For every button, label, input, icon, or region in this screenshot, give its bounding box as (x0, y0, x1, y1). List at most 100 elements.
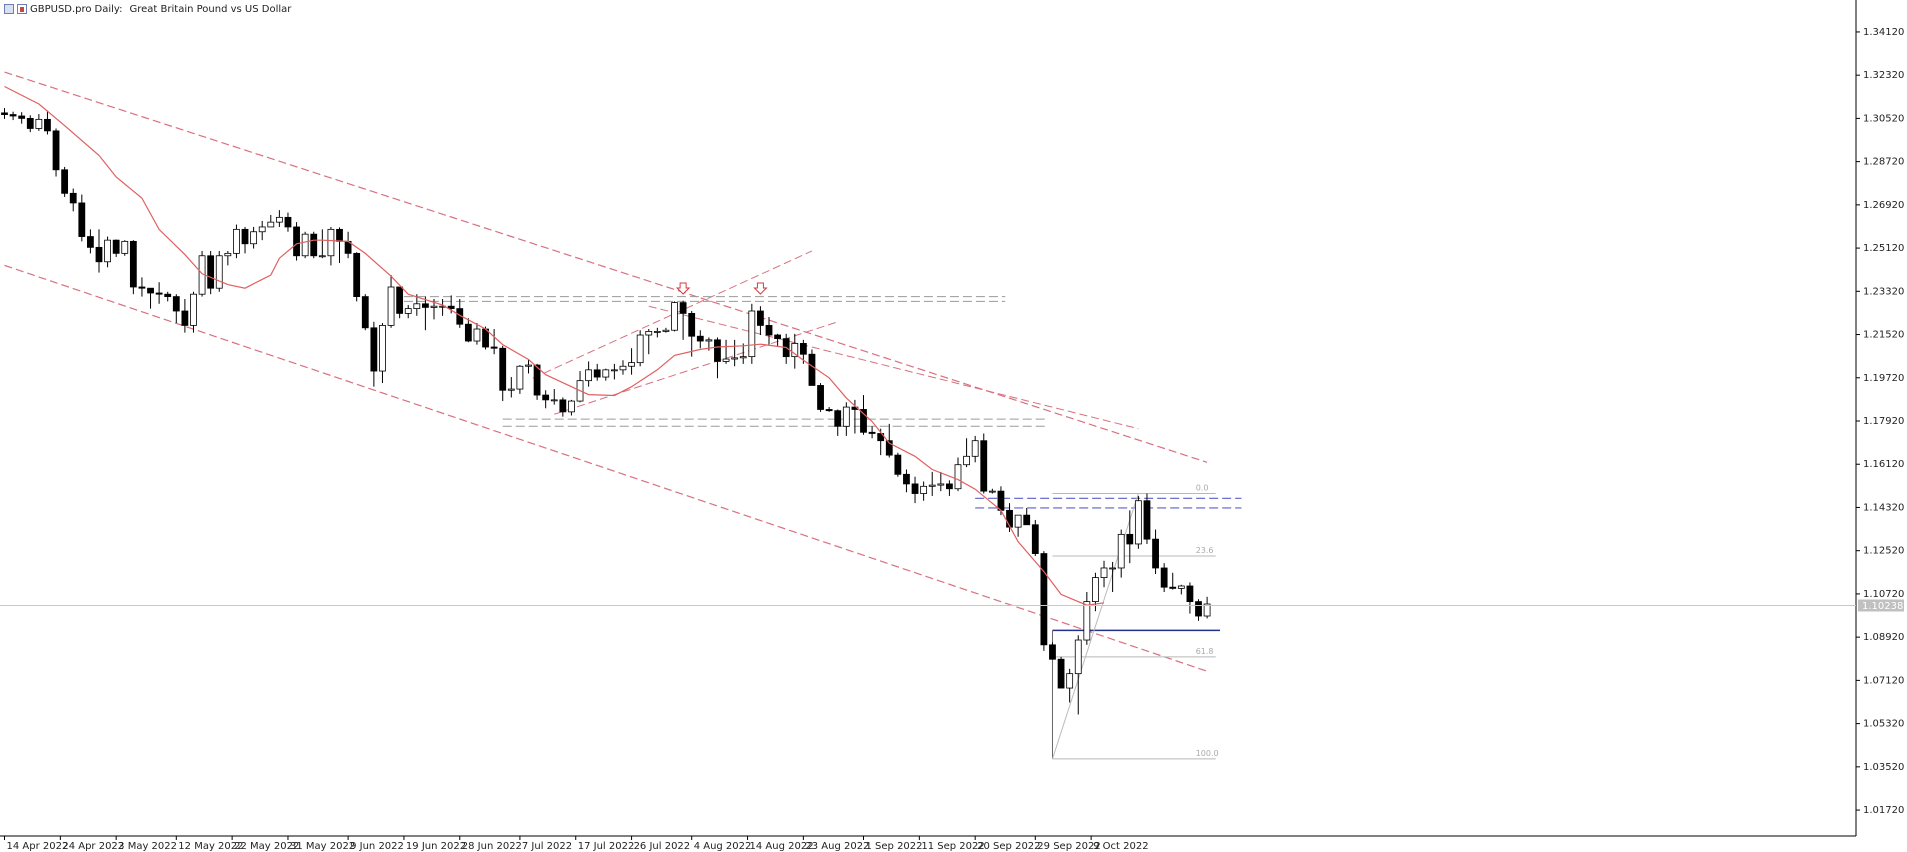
candle-bear (593, 369, 601, 378)
y-tick-label: 1.30520 (1863, 113, 1904, 124)
x-tick-label: 26 Jul 2022 (634, 841, 691, 852)
symbol-description: Great Britain Pound vs US Dollar (129, 3, 292, 15)
candle-bear (1169, 586, 1177, 589)
chart-window-icon[interactable] (4, 4, 14, 14)
candle-bear (696, 335, 704, 342)
x-tick-label: 20 Sep 2022 (977, 841, 1040, 852)
candle-bull (525, 364, 532, 367)
candle-bull (233, 228, 240, 254)
x-tick-label: 28 Jun 2022 (462, 841, 522, 852)
candle-bear (78, 202, 86, 237)
candle-bear (44, 118, 51, 132)
y-tick-label: 1.16120 (1863, 459, 1904, 470)
candle-bear (1195, 601, 1202, 617)
candle-bull (267, 221, 275, 228)
candle-bull (653, 331, 661, 333)
x-tick-label: 7 Jul 2022 (522, 841, 572, 852)
x-tick-label: 29 Sep 2022 (1037, 841, 1100, 852)
candle-bull (1092, 577, 1099, 603)
candle-bear (69, 192, 77, 204)
candle-bear (714, 339, 721, 362)
candle-bear (1049, 644, 1056, 660)
x-tick-label: 23 Aug 2022 (805, 841, 869, 852)
candle-bull (748, 310, 756, 358)
candle-bull (258, 226, 266, 233)
candle-bear (490, 346, 498, 349)
x-tick-label: 24 Apr 2022 (62, 841, 124, 852)
candle-bear (396, 286, 404, 314)
channel-lower-line (4, 264, 1208, 672)
candle-bull (516, 365, 524, 390)
candle-bear (336, 228, 343, 242)
candle-bear (61, 169, 69, 194)
candle-bear (825, 409, 833, 412)
y-tick-label: 1.12520 (1863, 546, 1904, 557)
candle-bull (963, 455, 970, 466)
candle-bull (610, 369, 618, 372)
candle-bull (215, 255, 223, 289)
chart-type-icon[interactable] (17, 4, 27, 14)
candle-bull (628, 362, 635, 367)
candle-bull (636, 334, 644, 364)
arrow-down-icon (753, 282, 768, 295)
y-tick-label: 1.10720 (1863, 589, 1904, 600)
x-tick-label: 1 Sep 2022 (866, 841, 923, 852)
candle-bear (980, 440, 988, 492)
candle-bull (1100, 567, 1108, 578)
candle-bear (1031, 524, 1039, 554)
candle-bear (799, 343, 807, 355)
candle-bear (533, 364, 541, 396)
candle-bull (920, 485, 928, 494)
candle-bear (95, 246, 103, 263)
candle-bear (26, 117, 34, 129)
y-tick-label: 1.01720 (1863, 805, 1904, 816)
y-tick-label: 1.17920 (1863, 416, 1904, 427)
candle-bull (1134, 500, 1142, 545)
candle-bear (997, 490, 1005, 511)
candle-bear (757, 310, 764, 326)
candle-bear (207, 255, 215, 289)
candle-bear (172, 296, 180, 312)
fib-level-label: 23.6 (1196, 546, 1214, 555)
candle-bear (138, 286, 146, 289)
candle-bear (1186, 585, 1194, 603)
candle-bear (1023, 514, 1031, 526)
fib-level-label: 61.8 (1196, 647, 1214, 656)
y-tick-label: 1.23320 (1863, 286, 1904, 297)
candle-bull (645, 331, 653, 336)
candle-bull (619, 365, 627, 371)
x-tick-label: 9 Oct 2022 (1093, 841, 1148, 852)
x-tick-label: 17 Jul 2022 (578, 841, 635, 852)
y-tick-label: 1.26920 (1863, 200, 1904, 211)
y-tick-label: 1.05320 (1863, 719, 1904, 730)
candle-bear (860, 409, 867, 433)
y-tick-label: 1.34120 (1863, 27, 1904, 38)
candle-bear (1057, 658, 1065, 689)
candle-bear (559, 399, 567, 413)
candle-bear (1, 112, 8, 115)
candle-bull (602, 369, 610, 378)
candle-bear (52, 130, 60, 171)
candle-bull (550, 399, 558, 402)
y-tick-label: 1.21520 (1863, 330, 1904, 341)
y-tick-label: 1.14320 (1863, 502, 1904, 513)
candle-bear (9, 114, 17, 117)
candle-bear (112, 239, 120, 254)
y-tick-label: 1.03520 (1863, 762, 1904, 773)
candle-bull (1014, 514, 1022, 528)
candle-bear (1160, 567, 1168, 588)
candle-bear (868, 431, 876, 434)
moving-average (4, 85, 1105, 606)
y-tick-label: 1.19720 (1863, 373, 1904, 384)
x-tick-label: 9 Jun 2022 (350, 841, 404, 852)
candle-bear (903, 473, 910, 485)
candle-bear (181, 310, 189, 326)
candle-bear (894, 454, 902, 475)
candle-bull (301, 233, 309, 257)
candle-bull (1066, 673, 1074, 689)
candle-bull (1177, 585, 1185, 589)
x-tick-label: 31 May 2022 (290, 841, 355, 852)
candle-bull (507, 388, 515, 391)
